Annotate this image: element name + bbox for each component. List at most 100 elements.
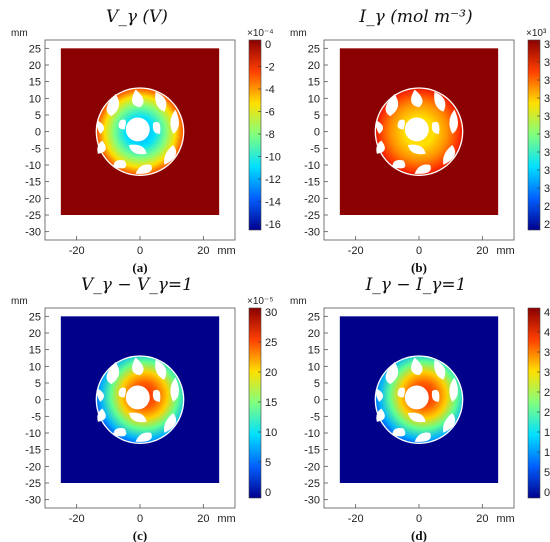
y-tick-label: -30	[25, 227, 41, 239]
y-tick-label: -10	[25, 428, 41, 440]
pore	[135, 164, 152, 174]
y-tick-label: 15	[29, 77, 41, 89]
pore	[128, 144, 147, 155]
colorbar-tick-label: 20	[265, 367, 277, 379]
pore	[414, 164, 431, 174]
pore	[449, 377, 458, 402]
pore	[443, 144, 456, 165]
y-tick-label: 10	[308, 361, 320, 373]
y-tick-label: -5	[310, 411, 320, 423]
y-tick-label: 25	[29, 43, 41, 55]
y-tick-label: -20	[25, 461, 41, 473]
x-tick-label: -20	[69, 245, 85, 257]
colorbar-tick-label: 3	[544, 183, 550, 195]
central-pore	[404, 385, 429, 410]
colorbar-tick-label: 3.6	[544, 75, 550, 87]
y-tick-label: -15	[304, 445, 320, 457]
pore	[155, 359, 167, 380]
x-tick-label: 20	[476, 245, 488, 257]
y-tick-label: 20	[29, 60, 41, 72]
y-tick-label: 0	[314, 127, 320, 139]
pore	[376, 120, 384, 134]
y-tick-label: -15	[25, 445, 41, 457]
x-tick-label: 0	[416, 245, 422, 257]
central-pore	[404, 117, 429, 142]
pore	[118, 387, 126, 398]
colorbar-tick-label: 0	[544, 487, 550, 499]
y-tick-label: -30	[304, 495, 320, 507]
colorbar-tick-label: -2	[265, 62, 275, 74]
pore	[106, 361, 120, 385]
colorbar-tick-label: 0	[265, 39, 271, 51]
x-tick-label: 0	[137, 513, 143, 525]
colorbar-tick-label: 10	[265, 427, 277, 439]
pore	[397, 387, 405, 398]
panel-title: V_γ (V)	[106, 7, 168, 27]
x-tick-label: 0	[416, 513, 422, 525]
pore	[385, 361, 399, 385]
y-tick-label: 5	[35, 378, 41, 390]
x-axis-unit: mm	[217, 513, 235, 525]
pore	[132, 89, 144, 108]
colorbar-multiplier: ×10⁻⁵	[247, 296, 273, 307]
colorbar	[527, 39, 541, 231]
pore	[449, 109, 458, 134]
x-axis-unit: mm	[496, 513, 514, 525]
colorbar	[248, 307, 262, 499]
pore	[414, 432, 431, 442]
colorbar	[248, 39, 262, 231]
y-tick-label: 10	[29, 93, 41, 105]
y-tick-label: -20	[25, 193, 41, 205]
colorbar-tick-label: 300	[544, 367, 550, 379]
y-tick-label: 20	[308, 60, 320, 72]
y-tick-label: -15	[304, 177, 320, 189]
colorbar-tick-label: 30	[265, 307, 277, 319]
y-tick-label: -20	[304, 193, 320, 205]
pore	[97, 388, 105, 402]
pore	[113, 428, 127, 437]
colorbar-tick-label: 3.1	[544, 165, 550, 177]
pore	[392, 428, 406, 437]
colorbar-tick-label: 5	[265, 457, 271, 469]
y-tick-label: 0	[35, 127, 41, 139]
colorbar-tick-label: 150	[544, 427, 550, 439]
pore	[106, 93, 120, 117]
central-pore	[125, 385, 150, 410]
panel-b: I_γ (mol m⁻³)mm2520151050-5-10-15-20-25-…	[290, 7, 550, 275]
colorbar-tick-label: 2.8	[544, 219, 550, 231]
colorbar-tick-label: 400	[544, 327, 550, 339]
pore	[135, 432, 152, 442]
colorbar-multiplier: ×10³	[526, 28, 547, 39]
colorbar-tick-label: 3.2	[544, 147, 550, 159]
x-tick-label: -20	[348, 245, 364, 257]
y-tick-label: -25	[304, 478, 320, 490]
pore	[164, 144, 177, 165]
x-tick-label: 20	[197, 245, 209, 257]
y-tick-label: 10	[29, 361, 41, 373]
colorbar-tick-label: -8	[265, 129, 275, 141]
colorbar-multiplier: ×10⁻⁴	[247, 28, 274, 39]
pore	[431, 389, 440, 402]
colorbar-tick-label: 3.5	[544, 93, 550, 105]
y-tick-label: -10	[25, 160, 41, 172]
y-tick-label: -5	[31, 411, 41, 423]
y-tick-label: -25	[304, 210, 320, 222]
central-pore	[125, 117, 150, 142]
colorbar-tick-label: -10	[265, 152, 281, 164]
y-tick-label: -25	[25, 210, 41, 222]
y-axis-unit: mm	[290, 296, 307, 307]
y-tick-label: 15	[308, 77, 320, 89]
pore	[132, 357, 144, 376]
colorbar-tick-label: 450	[544, 307, 550, 319]
y-tick-label: -5	[31, 143, 41, 155]
pore	[97, 120, 105, 134]
colorbar-tick-label: 0	[265, 487, 271, 499]
y-tick-label: 0	[314, 395, 320, 407]
y-tick-label: -30	[25, 495, 41, 507]
pore	[152, 121, 161, 134]
y-axis-unit: mm	[11, 28, 28, 39]
colorbar-tick-label: -12	[265, 174, 281, 186]
pore	[152, 389, 161, 402]
pore	[113, 160, 127, 169]
